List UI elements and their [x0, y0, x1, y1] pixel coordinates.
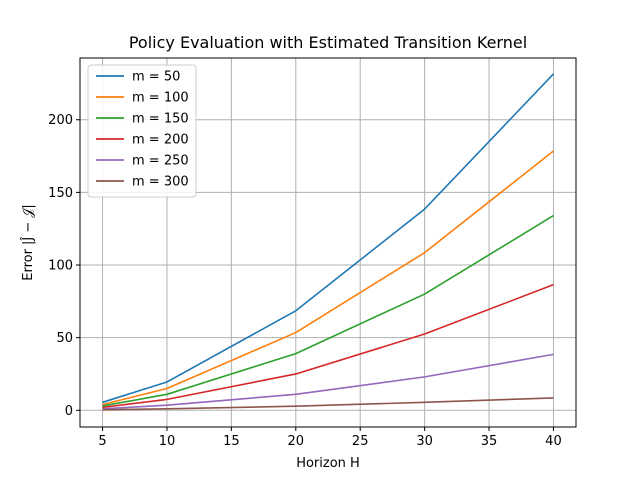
legend-box — [87, 64, 197, 198]
chart-title: Policy Evaluation with Estimated Transit… — [129, 33, 527, 52]
legend-label: m = 150 — [132, 112, 189, 127]
y-tick-label: 150 — [48, 186, 73, 201]
series-line-3 — [102, 214, 554, 407]
series-line-5 — [102, 353, 554, 410]
y-tick-label: 0 — [65, 404, 73, 419]
series-line-1 — [102, 73, 555, 404]
y-axis-ticks: 0 50 100 150 200 — [48, 113, 80, 419]
y-axis-label: Error |Ĵ − 𝒥| — [21, 204, 36, 281]
y-tick-label: 50 — [56, 331, 73, 346]
legend-label: m = 50 — [132, 70, 180, 85]
legend-label: m = 200 — [132, 133, 189, 148]
x-tick-label: 40 — [545, 434, 562, 449]
plot-frame — [79, 57, 577, 428]
x-tick-label: 20 — [288, 434, 305, 449]
legend: m = 50 m = 100 m = 150 m = 200 m = 250 m = 30… — [87, 64, 197, 198]
x-tick-label: 35 — [481, 434, 498, 449]
legend-label: m = 300 — [132, 175, 189, 190]
x-axis-ticks: 5 10 15 20 25 30 35 40 — [98, 427, 562, 449]
x-axis-label: Horizon H — [296, 456, 360, 471]
series-line-2 — [102, 150, 554, 406]
y-tick-label: 100 — [48, 259, 73, 274]
series-lines — [102, 73, 555, 411]
series-line-6 — [102, 397, 554, 411]
x-tick-label: 5 — [98, 434, 106, 449]
x-tick-label: 30 — [416, 434, 433, 449]
legend-label: m = 100 — [132, 91, 189, 106]
x-tick-label: 25 — [352, 434, 369, 449]
x-tick-label: 15 — [223, 434, 240, 449]
legend-label: m = 250 — [132, 154, 189, 169]
series-line-4 — [102, 283, 554, 409]
y-tick-label: 200 — [48, 113, 73, 128]
x-tick-label: 10 — [159, 434, 176, 449]
